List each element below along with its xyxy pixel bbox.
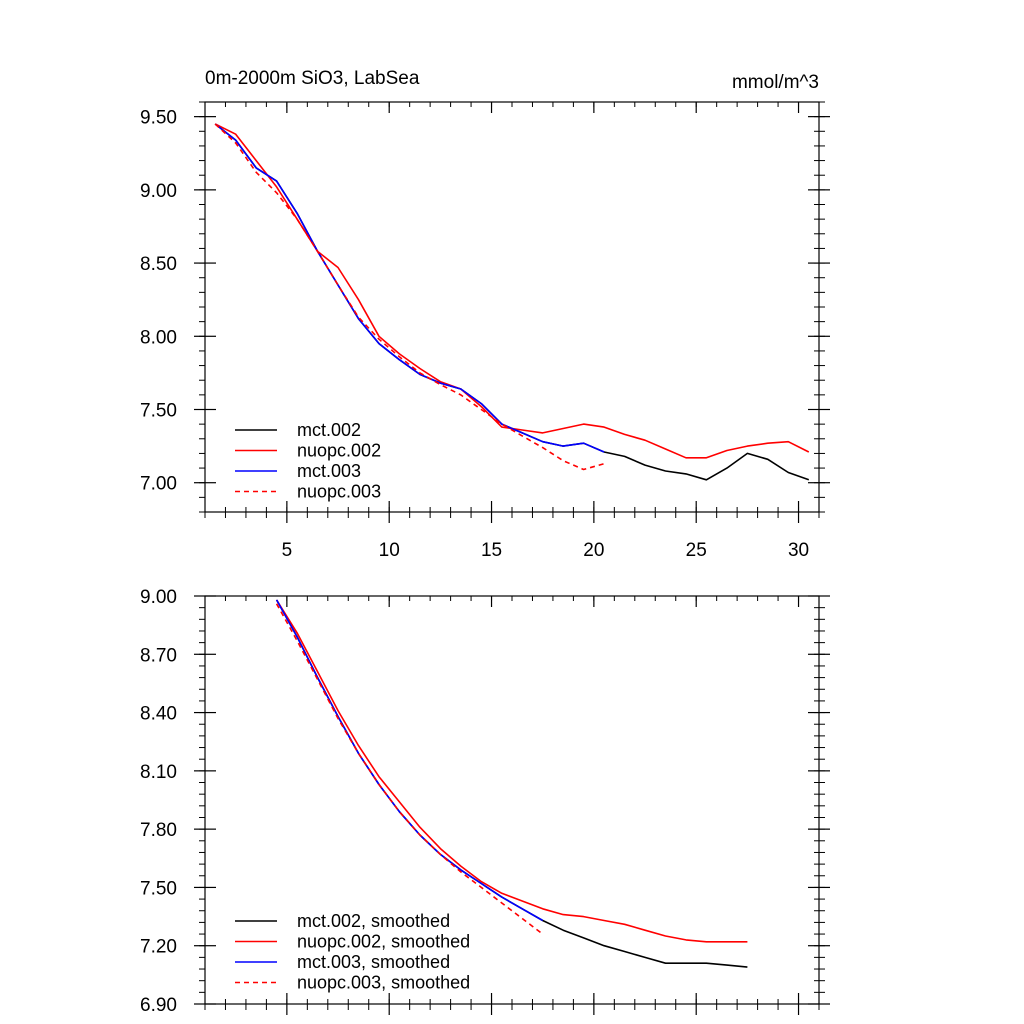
top-panel: 0m-2000m SiO3, LabSea mmol/m^3 5 10 15 20 25… xyxy=(140,68,830,561)
bottom-panel-frame xyxy=(204,595,820,1005)
bottom-panel-series xyxy=(275,599,748,968)
top-panel-series xyxy=(214,123,810,481)
series-line-nuopc-003 xyxy=(214,123,605,471)
x-tick-label: 30 xyxy=(788,540,809,561)
x-tick-label: 25 xyxy=(686,540,707,561)
series-line-mct-003-smoothed xyxy=(275,599,544,922)
y-tick-label: 7.20 xyxy=(140,937,177,958)
top-panel-frame xyxy=(204,101,820,513)
bottom-panel: 6.90 7.20 7.50 7.80 8.10 8.40 8.70 9.00 mct.002… xyxy=(140,587,830,1016)
series-line-nuopc-002 xyxy=(214,123,810,459)
legend-label: nuopc.003, smoothed xyxy=(297,973,470,993)
series-line-nuopc-002-smoothed xyxy=(275,599,748,943)
top-panel-ticks: 5 10 15 20 25 30 7.00 7.50 8.00 8.50 9.00 9.50 xyxy=(140,101,830,561)
y-tick-label: 9.50 xyxy=(140,108,177,129)
series-line-mct-003 xyxy=(214,123,605,453)
x-tick-label: 15 xyxy=(481,540,502,561)
y-tick-label: 8.40 xyxy=(140,704,177,725)
x-tick-label: 20 xyxy=(583,540,604,561)
legend-label: nuopc.003 xyxy=(297,482,381,502)
y-tick-label: 8.00 xyxy=(140,327,177,348)
bottom-panel-ticks: 6.90 7.20 7.50 7.80 8.10 8.40 8.70 9.00 xyxy=(140,587,830,1016)
chart-title: 0m-2000m SiO3, LabSea xyxy=(205,68,420,89)
y-tick-label: 7.80 xyxy=(140,820,177,841)
x-tick-label: 10 xyxy=(379,540,400,561)
y-tick-label: 7.00 xyxy=(140,474,177,495)
legend-label: mct.003, smoothed xyxy=(297,952,450,972)
legend-label: nuopc.002 xyxy=(297,441,381,461)
y-tick-label: 6.90 xyxy=(140,995,177,1016)
legend-label: mct.002, smoothed xyxy=(297,911,450,931)
y-tick-label: 8.70 xyxy=(140,645,177,666)
y-tick-label: 7.50 xyxy=(140,401,177,422)
units-label: mmol/m^3 xyxy=(732,72,819,93)
series-line-nuopc-003-smoothed xyxy=(275,603,544,935)
legend-label: mct.003 xyxy=(297,461,361,481)
y-tick-label: 9.00 xyxy=(140,181,177,202)
y-tick-label: 8.50 xyxy=(140,254,177,275)
legend-label: nuopc.002, smoothed xyxy=(297,932,470,952)
y-tick-label: 7.50 xyxy=(140,878,177,899)
y-tick-label: 8.10 xyxy=(140,762,177,783)
x-tick-label: 5 xyxy=(282,540,293,561)
y-tick-label: 9.00 xyxy=(140,587,177,608)
legend-label: mct.002 xyxy=(297,420,361,440)
